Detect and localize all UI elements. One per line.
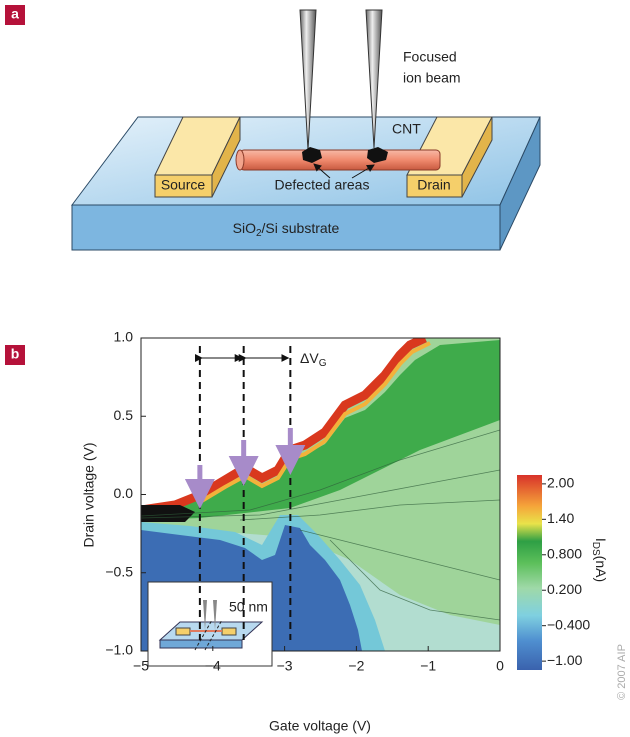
nanotube-end [236,150,244,170]
beam-label: ion beam [403,70,461,86]
drain-label: Drain [417,177,450,193]
colorbar-label-unit: (nA) [593,556,609,582]
y-tick-label: 0.5 [114,407,134,423]
x-tick-label: −1 [420,658,436,674]
y-tick-label: −1.0 [105,642,133,658]
colorbar-label-sub: DS [590,542,601,556]
colorbar [517,475,542,670]
colorbar-tick-label: 2.00 [547,475,574,491]
x-tick-label: 0 [496,658,504,674]
x-tick-label: −5 [133,658,149,674]
y-tick-label: 0.0 [114,485,134,501]
colorbar-tick-label: 0.800 [547,545,582,561]
substrate-label-main: SiO [233,220,256,236]
x-tick-label: −2 [348,658,364,674]
credit: © 2007 AIP [616,644,628,700]
inset-label: 50 nm [229,599,268,615]
cnt-label: CNT [392,121,421,137]
colorbar-tick-label: −1.00 [547,652,583,668]
substrate-label-rest: /Si substrate [262,220,340,236]
y-tick-label: 1.0 [114,329,134,345]
panel-label: a [11,6,19,22]
y-axis-label: Drain voltage (V) [81,442,97,547]
source-label: Source [161,177,206,193]
y-tick-label: −0.5 [105,563,133,579]
x-axis-label: Gate voltage (V) [269,718,371,734]
nanotube [240,150,440,170]
beam-label: Focused [403,49,457,65]
defects-label: Defected areas [275,177,370,193]
colorbar-label: IDS(nA) [590,538,609,582]
figure: a Source Drain Defected areas CNT Focuse… [0,0,630,737]
colorbar-tick-label: −0.400 [547,616,590,632]
x-tick-label: −3 [277,658,293,674]
x-tick-label: −4 [205,658,221,674]
colorbar-tick-label: 1.40 [547,510,574,526]
annotation-main: ΔV [300,350,319,366]
inset-pad [176,628,190,635]
inset-pad [222,628,236,635]
annotation-sub: G [319,358,327,369]
inset-substrate [160,640,242,648]
colorbar-tick-label: 0.200 [547,581,582,597]
panel-label: b [11,346,20,362]
